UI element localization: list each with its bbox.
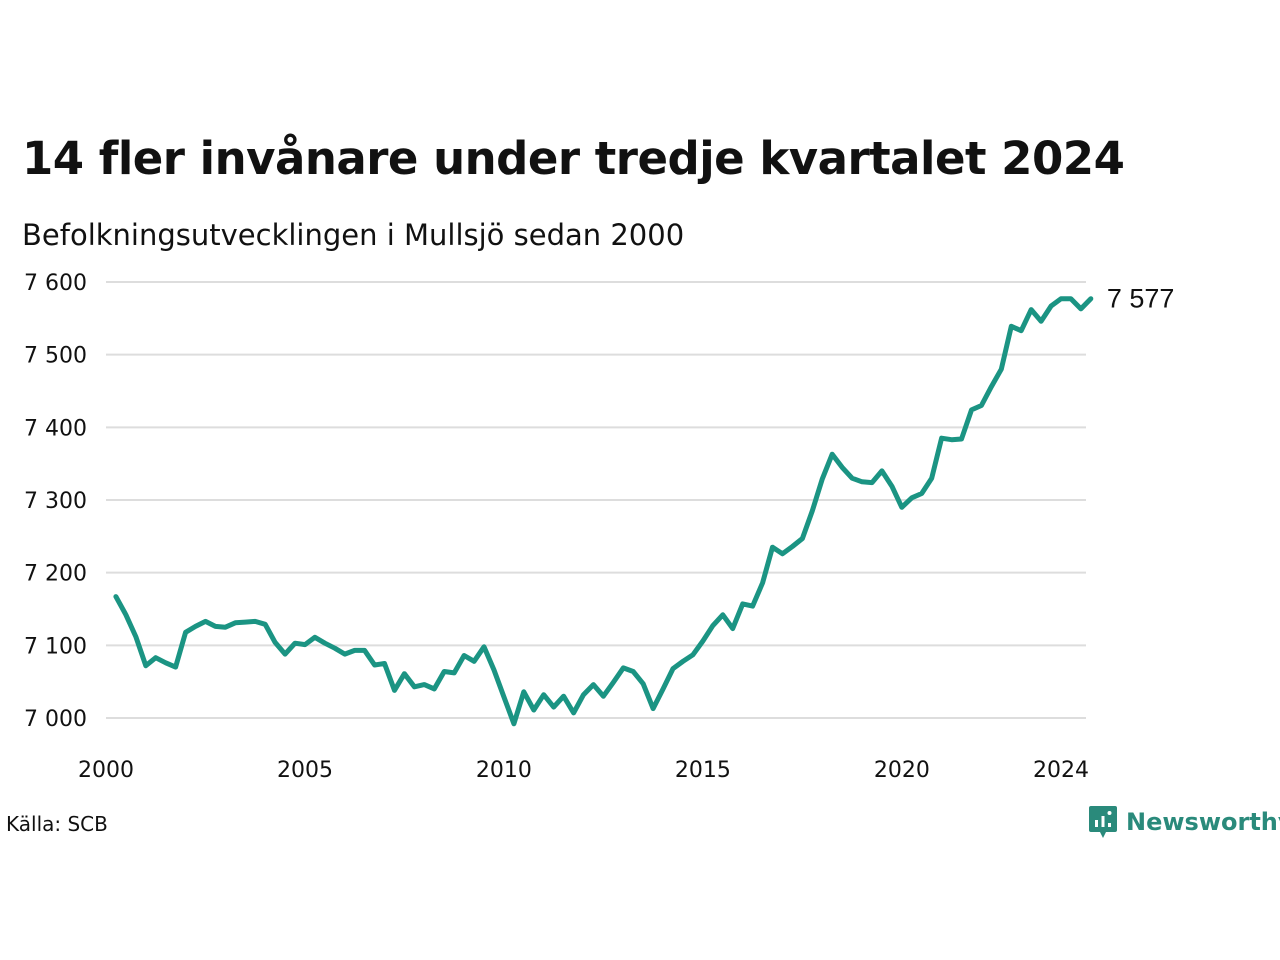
x-tick-label: 2010 xyxy=(476,758,532,783)
y-tick-label: 7 400 xyxy=(24,416,87,441)
y-tick-label: 7 600 xyxy=(24,271,87,296)
end-value-label: 7 577 xyxy=(1107,284,1175,314)
x-tick-label: 2024 xyxy=(1033,758,1089,783)
x-axis-ticks: 2000 2005 2010 2015 2020 2024 xyxy=(78,758,1089,783)
chart-subtitle: Befolkningsutvecklingen i Mullsjö sedan … xyxy=(22,218,685,252)
y-tick-label: 7 300 xyxy=(24,489,87,514)
population-line xyxy=(113,296,1094,727)
newsworthy-icon xyxy=(1089,806,1117,838)
brand-name: Newsworthy xyxy=(1126,808,1280,836)
brand-logo: Newsworthy xyxy=(1088,804,1280,840)
source-note: Källa: SCB xyxy=(6,812,108,836)
end-label-layer: 7 577 xyxy=(1107,284,1175,314)
y-axis-ticks: 7 000 7 100 7 200 7 300 7 400 7 500 7 600 xyxy=(24,271,87,732)
x-tick-label: 2020 xyxy=(874,758,930,783)
y-tick-label: 7 100 xyxy=(24,634,87,659)
x-tick-label: 2015 xyxy=(675,758,731,783)
y-tick-label: 7 000 xyxy=(24,707,87,732)
gridlines xyxy=(106,281,1086,719)
x-tick-label: 2005 xyxy=(277,758,333,783)
y-tick-label: 7 200 xyxy=(24,562,87,587)
chart-title: 14 fler invånare under tredje kvartalet … xyxy=(22,132,1125,185)
y-tick-label: 7 500 xyxy=(24,344,87,369)
x-tick-label: 2000 xyxy=(78,758,134,783)
series-layer xyxy=(113,296,1094,727)
